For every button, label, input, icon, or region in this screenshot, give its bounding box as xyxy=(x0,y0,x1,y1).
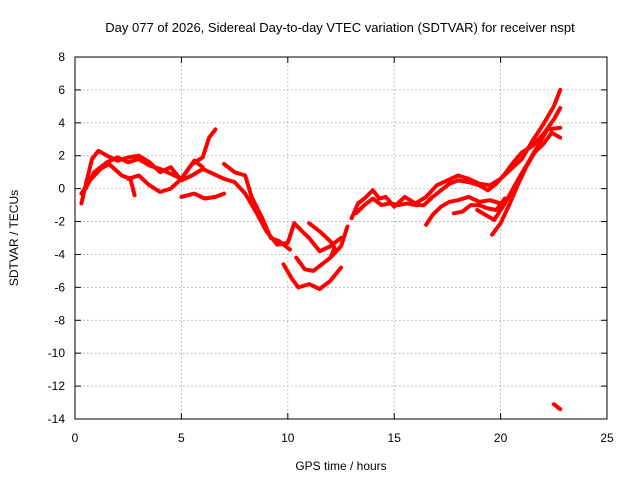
y-tick-label: 8 xyxy=(58,50,65,64)
y-tick-label: -4 xyxy=(54,247,65,261)
series-track-12 xyxy=(424,194,503,227)
x-tick-label: 10 xyxy=(281,431,295,445)
y-tick-label: -6 xyxy=(54,280,65,294)
y-tick-label: 4 xyxy=(58,116,65,130)
plot-frame xyxy=(74,56,608,420)
y-tick-label: 6 xyxy=(58,83,65,97)
x-tick-label: 0 xyxy=(72,431,79,445)
x-axis-label: GPS time / hours xyxy=(295,459,386,473)
series-track-6 xyxy=(222,162,292,252)
series-track-4 xyxy=(126,158,205,194)
x-tick-label: 25 xyxy=(600,431,614,445)
series-track-10 xyxy=(349,87,563,221)
x-tick-label: 15 xyxy=(388,431,402,445)
series-track-9 xyxy=(307,221,337,260)
y-tick-label: 0 xyxy=(58,182,65,196)
y-tick-label: 2 xyxy=(58,149,65,163)
series-track-5 xyxy=(179,191,226,201)
y-tick-labels: -14 -12 -10 -8 -6 -4 -2 0 2 4 6 8 xyxy=(48,50,66,426)
y-axis-label: SDTVAR / TECUs xyxy=(7,190,21,286)
axis-ticks xyxy=(74,56,608,420)
series-track-1 xyxy=(79,148,343,254)
y-tick-label: -2 xyxy=(54,215,65,229)
y-tick-label: -10 xyxy=(48,346,66,360)
series-track-8 xyxy=(294,224,350,273)
series-track-2 xyxy=(83,127,218,191)
y-tick-label: -12 xyxy=(48,379,66,393)
series-track-15 xyxy=(475,125,563,222)
x-tick-label: 20 xyxy=(494,431,508,445)
series-track-16 xyxy=(551,402,563,412)
x-tick-label: 5 xyxy=(178,431,185,445)
series-track-13 xyxy=(451,196,507,216)
series-track-11 xyxy=(353,106,563,216)
y-tick-label: -14 xyxy=(48,412,66,426)
chart-title: Day 077 of 2026, Sidereal Day-to-day VTE… xyxy=(105,20,575,35)
x-tick-labels: 0 5 10 15 20 25 xyxy=(72,431,614,445)
series-track-7 xyxy=(281,262,343,291)
series-layer xyxy=(79,87,563,412)
y-tick-label: -8 xyxy=(54,313,65,327)
